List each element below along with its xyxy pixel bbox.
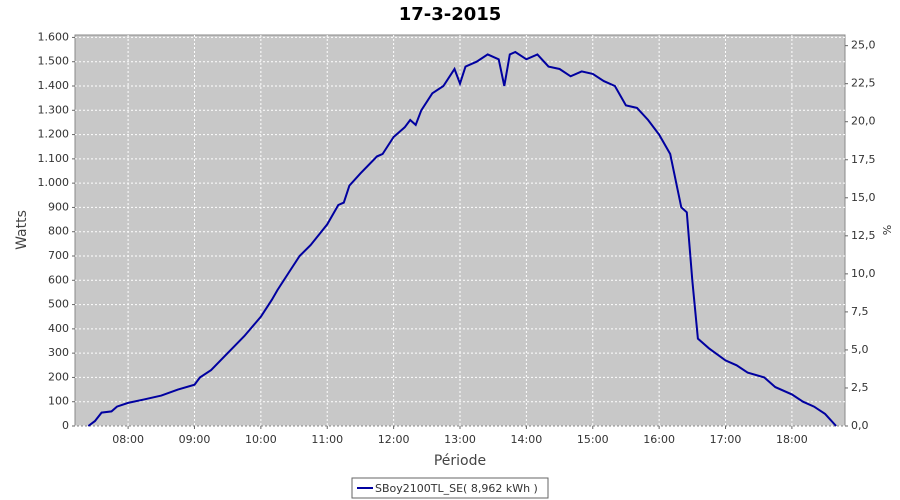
y-tick-label: 1.600 bbox=[38, 30, 70, 43]
x-tick-label: 08:00 bbox=[112, 433, 144, 446]
legend-label: SBoy2100TL_SE( 8,962 kWh ) bbox=[375, 482, 538, 495]
y-tick-label: 400 bbox=[48, 322, 69, 335]
x-tick-label: 11:00 bbox=[311, 433, 343, 446]
y2-tick-label: 15,0 bbox=[851, 191, 876, 204]
y2-tick-label: 0,0 bbox=[851, 419, 869, 432]
y-tick-label: 1.100 bbox=[38, 152, 70, 165]
x-tick-label: 17:00 bbox=[710, 433, 742, 446]
y2-tick-label: 7,5 bbox=[851, 305, 869, 318]
y2-tick-label: 2,5 bbox=[851, 381, 869, 394]
y-tick-label: 600 bbox=[48, 273, 69, 286]
y-tick-label: 0 bbox=[62, 419, 69, 432]
series-line bbox=[87, 50, 837, 427]
x-tick-label: 10:00 bbox=[245, 433, 277, 446]
y-tick-label: 300 bbox=[48, 346, 69, 359]
chart-title: 17-3-2015 bbox=[399, 4, 502, 25]
y2-tick-label: 20,0 bbox=[851, 115, 876, 128]
y-tick-label: 1.400 bbox=[38, 79, 70, 92]
y-tick-label: 800 bbox=[48, 225, 69, 238]
x-tick-label: 09:00 bbox=[179, 433, 211, 446]
y2-axis-label: % bbox=[881, 225, 894, 235]
y-tick-label: 1.300 bbox=[38, 103, 70, 116]
y-tick-label: 200 bbox=[48, 370, 69, 383]
y-tick-label: 1.000 bbox=[38, 176, 70, 189]
y2-tick-label: 10,0 bbox=[851, 267, 876, 280]
y2-tick-label: 25,0 bbox=[851, 39, 876, 52]
x-tick-label: 13:00 bbox=[444, 433, 476, 446]
y2-tick-label: 17,5 bbox=[851, 153, 876, 166]
x-tick-label: 14:00 bbox=[511, 433, 543, 446]
x-tick-label: 16:00 bbox=[643, 433, 675, 446]
y-tick-label: 500 bbox=[48, 298, 69, 311]
legend bbox=[351, 477, 549, 499]
y2-tick-label: 22,5 bbox=[851, 77, 876, 90]
y2-tick-label: 5,0 bbox=[851, 343, 869, 356]
x-tick-label: 12:00 bbox=[378, 433, 410, 446]
y-tick-label: 100 bbox=[48, 395, 69, 408]
y-axis-label: Watts bbox=[14, 210, 30, 250]
x-tick-label: 18:00 bbox=[776, 433, 808, 446]
y-tick-label: 1.500 bbox=[38, 55, 70, 68]
x-axis-label: Période bbox=[434, 453, 486, 469]
y-tick-label: 1.200 bbox=[38, 128, 70, 141]
x-tick-label: 15:00 bbox=[577, 433, 609, 446]
y-tick-label: 700 bbox=[48, 249, 69, 262]
y-tick-label: 900 bbox=[48, 200, 69, 213]
y2-tick-label: 12,5 bbox=[851, 229, 876, 242]
